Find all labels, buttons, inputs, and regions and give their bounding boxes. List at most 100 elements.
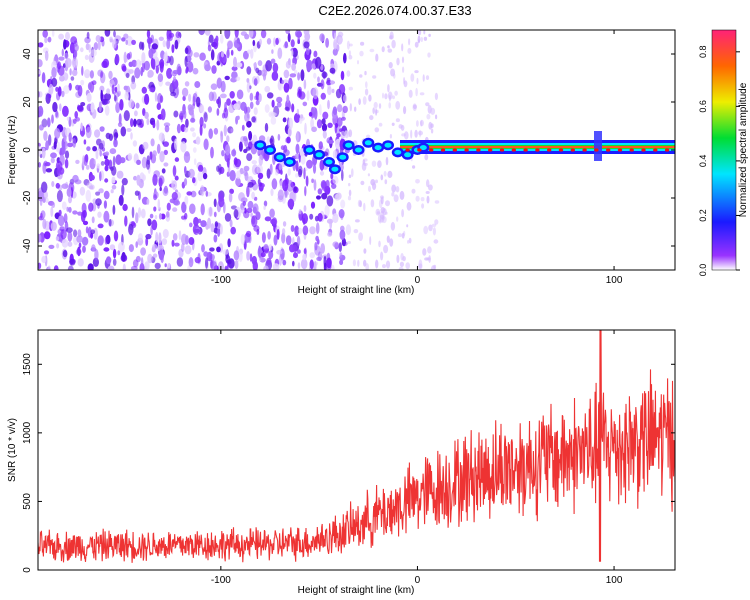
noise-speckle	[220, 224, 223, 235]
noise-speckle	[412, 165, 416, 169]
noise-speckle	[303, 248, 307, 255]
noise-speckle	[126, 128, 132, 132]
noise-speckle	[402, 256, 406, 262]
transition-blob-core	[305, 147, 313, 153]
noise-speckle	[277, 189, 284, 201]
noise-speckle	[218, 163, 222, 176]
noise-speckle	[108, 70, 113, 80]
noise-speckle	[330, 172, 334, 180]
noise-speckle	[432, 227, 436, 236]
noise-speckle	[67, 241, 73, 247]
noise-speckle	[295, 143, 300, 154]
noise-speckle	[223, 107, 229, 119]
noise-speckle	[192, 67, 199, 75]
noise-speckle	[41, 255, 47, 264]
carrier-hotspot	[629, 148, 634, 152]
noise-speckle	[385, 200, 390, 207]
noise-speckle	[174, 157, 180, 162]
noise-speckle	[224, 75, 230, 81]
carrier-hotspot	[641, 148, 646, 152]
carrier-hotspot	[617, 148, 623, 152]
noise-speckle	[267, 230, 271, 240]
noise-speckle	[142, 174, 146, 181]
noise-speckle	[427, 52, 431, 58]
noise-speckle	[44, 162, 51, 167]
noise-speckle	[378, 122, 383, 127]
noise-speckle	[213, 234, 218, 243]
noise-speckle	[374, 127, 380, 133]
noise-speckle	[291, 49, 294, 57]
noise-speckle	[43, 191, 49, 200]
noise-speckle	[161, 238, 168, 246]
noise-speckle	[171, 78, 179, 90]
noise-speckle	[246, 153, 253, 162]
noise-speckle	[333, 32, 337, 43]
noise-speckle	[287, 127, 292, 137]
noise-speckle	[211, 65, 217, 74]
noise-speckle	[327, 139, 334, 144]
noise-speckle	[61, 183, 69, 189]
noise-speckle	[300, 69, 305, 82]
noise-speckle	[54, 127, 61, 139]
noise-speckle	[117, 83, 120, 93]
carrier-hotspot	[417, 148, 422, 152]
noise-speckle	[433, 239, 439, 244]
noise-speckle	[163, 162, 169, 167]
noise-speckle	[64, 150, 70, 159]
carrier-band-core	[400, 146, 675, 148]
noise-speckle	[268, 250, 274, 260]
noise-speckle	[260, 30, 267, 39]
noise-speckle	[154, 262, 161, 270]
noise-speckle	[136, 159, 141, 165]
noise-speckle	[146, 118, 150, 126]
noise-speckle	[48, 93, 52, 99]
noise-speckle	[169, 55, 174, 66]
noise-speckle	[158, 175, 165, 185]
noise-speckle	[389, 238, 394, 247]
noise-speckle	[250, 212, 253, 218]
noise-speckle	[278, 163, 283, 171]
noise-speckle	[121, 184, 125, 196]
transition-blob-core	[286, 159, 294, 165]
noise-speckle	[387, 170, 393, 178]
noise-speckle	[174, 242, 180, 247]
noise-speckle	[133, 118, 137, 128]
noise-speckle	[117, 250, 121, 256]
noise-speckle	[199, 116, 204, 127]
noise-speckle	[420, 37, 423, 42]
transition-blob-core	[384, 142, 392, 148]
noise-speckle	[410, 129, 413, 139]
transition-blob-core	[374, 145, 382, 151]
noise-speckle	[66, 116, 70, 121]
noise-speckle	[112, 258, 117, 266]
noise-speckle	[275, 37, 279, 46]
noise-speckle	[140, 247, 147, 256]
noise-speckle	[428, 184, 433, 191]
noise-speckle	[42, 30, 48, 38]
noise-speckle	[277, 133, 281, 141]
heatmap-transition-blobs	[254, 137, 670, 175]
noise-speckle	[82, 245, 86, 253]
noise-speckle	[122, 263, 126, 270]
noise-speckle	[218, 195, 225, 208]
noise-speckle	[251, 116, 256, 123]
noise-speckle	[268, 244, 273, 251]
noise-speckle	[210, 146, 214, 159]
noise-speckle	[99, 171, 102, 182]
noise-speckle	[94, 249, 99, 261]
noise-speckle	[141, 86, 147, 94]
noise-speckle	[235, 62, 243, 68]
noise-speckle	[128, 69, 134, 74]
colorbar-tick-label: 0.0	[698, 264, 708, 277]
noise-speckle	[388, 61, 393, 69]
noise-speckle	[399, 190, 405, 200]
noise-speckle	[306, 90, 310, 101]
noise-speckle	[115, 154, 122, 165]
noise-speckle	[189, 222, 193, 228]
noise-speckle	[128, 99, 135, 109]
noise-speckle	[55, 236, 60, 241]
noise-speckle	[312, 87, 319, 100]
noise-speckle	[391, 39, 396, 49]
noise-speckle	[417, 39, 420, 44]
noise-speckle	[426, 113, 431, 120]
